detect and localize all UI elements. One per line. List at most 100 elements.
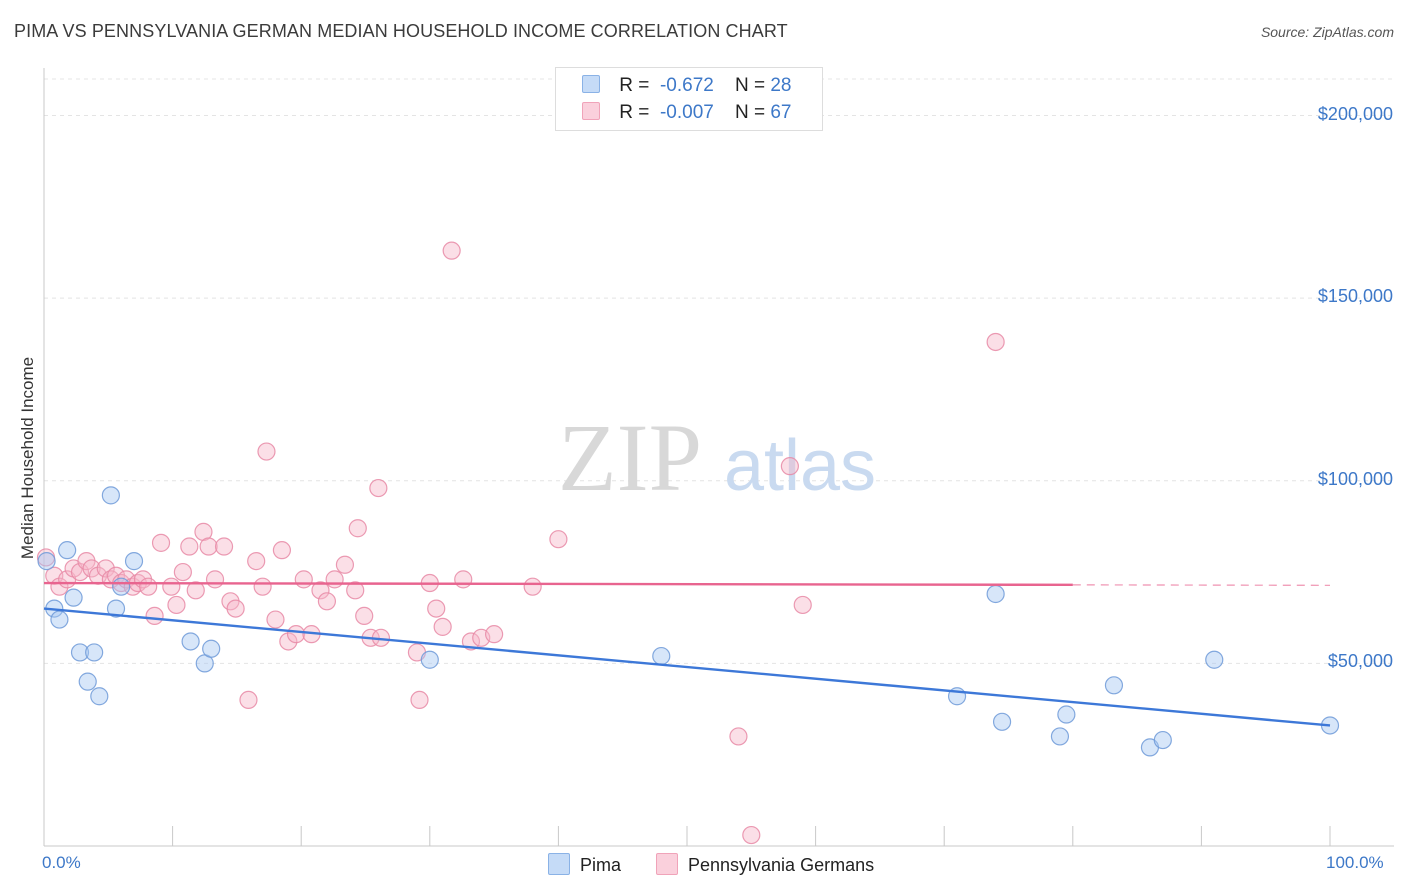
legend-swatch-penn bbox=[582, 102, 600, 120]
pima-point bbox=[58, 541, 77, 560]
pima-point bbox=[1153, 730, 1172, 750]
watermark-atlas: atlas bbox=[724, 426, 876, 506]
penn-point bbox=[742, 825, 761, 845]
penn-point bbox=[335, 555, 355, 574]
pima-point bbox=[992, 712, 1012, 731]
penn-point bbox=[151, 533, 171, 552]
chart-title: PIMA VS PENNSYLVANIA GERMAN MEDIAN HOUSE… bbox=[14, 21, 788, 41]
bottom-legend-swatch-pima bbox=[548, 853, 570, 875]
penn-point bbox=[96, 559, 115, 578]
penn-point bbox=[454, 570, 473, 589]
penn-point bbox=[180, 537, 199, 556]
penn-point bbox=[549, 530, 568, 549]
penn-point bbox=[780, 457, 799, 476]
penn-point bbox=[461, 632, 481, 651]
y-tick-label: $50,000 bbox=[1327, 651, 1393, 672]
bottom-legend-label-penn: Pennsylvania Germans bbox=[688, 855, 875, 875]
penn-point bbox=[523, 577, 542, 596]
penn-point bbox=[279, 632, 298, 651]
penn-point bbox=[410, 690, 429, 710]
pima-points bbox=[37, 486, 1340, 757]
penn-point bbox=[485, 625, 504, 644]
penn-point bbox=[239, 690, 258, 710]
penn-point bbox=[214, 537, 234, 556]
penn-point bbox=[162, 577, 181, 596]
legend-r-value-pima: -0.672 bbox=[659, 75, 714, 96]
correlation-legend: R = -0.672 N = 28 R = -0.007 N = 67 bbox=[555, 67, 823, 131]
pima-point bbox=[78, 672, 97, 691]
legend-swatch-pima bbox=[582, 75, 600, 93]
penn-german-points bbox=[36, 241, 1005, 845]
penn-point bbox=[311, 581, 330, 600]
penn-point bbox=[294, 570, 313, 589]
penn-point bbox=[247, 552, 266, 571]
penn-point bbox=[82, 559, 101, 578]
penn-point bbox=[793, 595, 812, 615]
penn-point bbox=[205, 570, 225, 589]
pima-point bbox=[1104, 676, 1124, 695]
penn-point bbox=[199, 537, 218, 556]
penn-point bbox=[355, 606, 374, 626]
pima-point bbox=[1205, 650, 1224, 669]
trend-lines bbox=[43, 581, 1331, 727]
pima-point bbox=[70, 643, 90, 662]
pima-point bbox=[90, 687, 109, 706]
legend-row-pima: R = -0.672 N = 28 bbox=[582, 75, 791, 99]
pima-point bbox=[50, 610, 69, 629]
pima-point bbox=[986, 584, 1005, 604]
penn-point bbox=[348, 519, 367, 538]
legend-n-label: N = bbox=[734, 75, 766, 96]
source-credit: Source: ZipAtlas.com bbox=[1260, 24, 1394, 40]
penn-point bbox=[346, 581, 365, 600]
pima-point bbox=[112, 577, 131, 596]
pima-point bbox=[85, 643, 104, 662]
pima-point bbox=[1050, 727, 1070, 746]
legend-n-label: N = bbox=[734, 102, 766, 123]
legend-r-value-penn: -0.007 bbox=[659, 102, 714, 123]
penn-point bbox=[145, 606, 164, 626]
legend-r-label: R = bbox=[619, 75, 650, 96]
penn-point bbox=[186, 581, 205, 600]
bottom-legend-swatch-penn bbox=[656, 853, 678, 875]
pima-point bbox=[124, 552, 144, 571]
pima-point bbox=[37, 552, 56, 571]
pima-point bbox=[652, 646, 671, 666]
penn-point bbox=[173, 562, 192, 582]
pima-point bbox=[202, 639, 221, 658]
pima-point bbox=[101, 486, 120, 505]
penn-point bbox=[253, 577, 272, 596]
legend-n-value-pima: 28 bbox=[770, 75, 792, 96]
pima-trend-line bbox=[43, 607, 1331, 727]
penn-point bbox=[729, 727, 748, 746]
zipatlas-watermark: ZIP atlas bbox=[558, 404, 876, 511]
bottom-legend-penn: Pennsylvania Germans bbox=[656, 853, 874, 876]
penn-trend-line bbox=[43, 581, 1073, 587]
axes bbox=[43, 68, 1394, 847]
pima-point bbox=[106, 599, 126, 618]
legend-row-penn: R = -0.007 N = 67 bbox=[582, 102, 791, 126]
penn-point bbox=[286, 625, 306, 644]
y-tick-label: $200,000 bbox=[1317, 103, 1393, 124]
bottom-legend-label-pima: Pima bbox=[580, 855, 622, 875]
penn-point bbox=[139, 577, 158, 596]
gridlines bbox=[44, 78, 1394, 664]
x-tick-label-max: 100.0% bbox=[1326, 853, 1384, 872]
penn-point bbox=[442, 241, 461, 260]
pima-point bbox=[1057, 705, 1076, 724]
pima-point bbox=[181, 632, 200, 651]
penn-point bbox=[272, 541, 292, 560]
penn-point bbox=[325, 570, 344, 589]
pima-point bbox=[64, 588, 83, 607]
penn-point bbox=[986, 332, 1005, 352]
penn-point bbox=[427, 599, 446, 618]
bottom-legend-pima: Pima bbox=[548, 853, 621, 876]
penn-point bbox=[369, 478, 388, 498]
penn-point bbox=[70, 562, 90, 582]
penn-point bbox=[226, 599, 245, 618]
penn-point bbox=[317, 592, 337, 611]
pima-point bbox=[420, 650, 439, 669]
x-tick-label-min: 0.0% bbox=[42, 853, 81, 872]
penn-point bbox=[167, 595, 186, 615]
watermark-zip: ZIP bbox=[558, 404, 702, 511]
